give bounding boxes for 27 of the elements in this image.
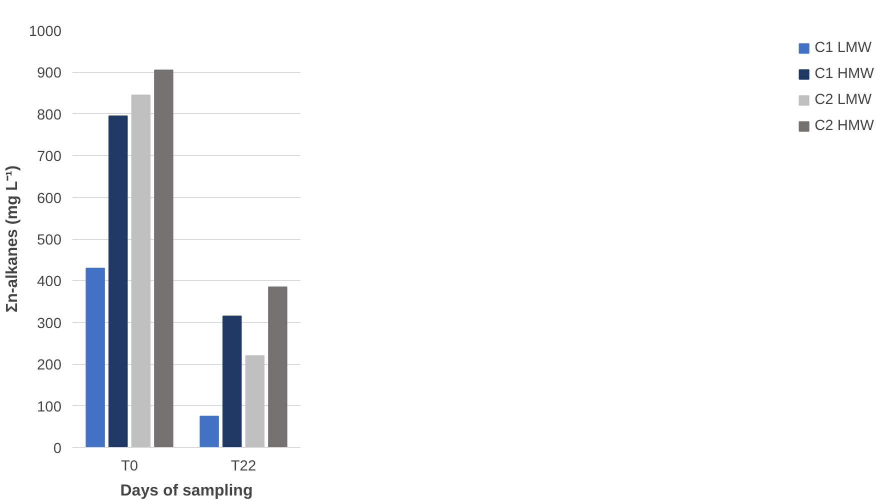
y-tick-label: 200 [37,358,62,374]
legend-label: C2 LMW [814,92,872,108]
legend-label: C1 HMW [814,66,874,82]
y-tick-label: 800 [37,107,62,124]
y-tick-label: 100 [37,399,62,416]
legend-label: C1 LMW [814,40,872,56]
x-tick-label: T22 [230,458,256,474]
bar [108,115,128,448]
y-tick-label: 700 [37,149,62,166]
bar [131,94,151,448]
y-tick-label: 600 [37,190,62,207]
bar [222,316,242,448]
x-tick-label: T0 [120,458,138,474]
y-tick-label: 900 [37,66,62,82]
bar [86,268,105,448]
bar [200,416,219,448]
bar [154,70,174,448]
y-tick-label: 1000 [28,24,62,40]
y-axis-title: Σn-alkanes (mg L⁻¹) [4,165,21,313]
y-tick-label: 500 [37,232,62,248]
bar [245,355,265,448]
y-tick-label: 0 [53,441,62,457]
y-tick-label: 400 [37,274,62,290]
x-axis-title: Days of sampling [120,482,253,500]
bar [268,286,288,448]
y-tick-label: 300 [37,316,62,332]
legend-label: C2 HMW [814,118,874,134]
